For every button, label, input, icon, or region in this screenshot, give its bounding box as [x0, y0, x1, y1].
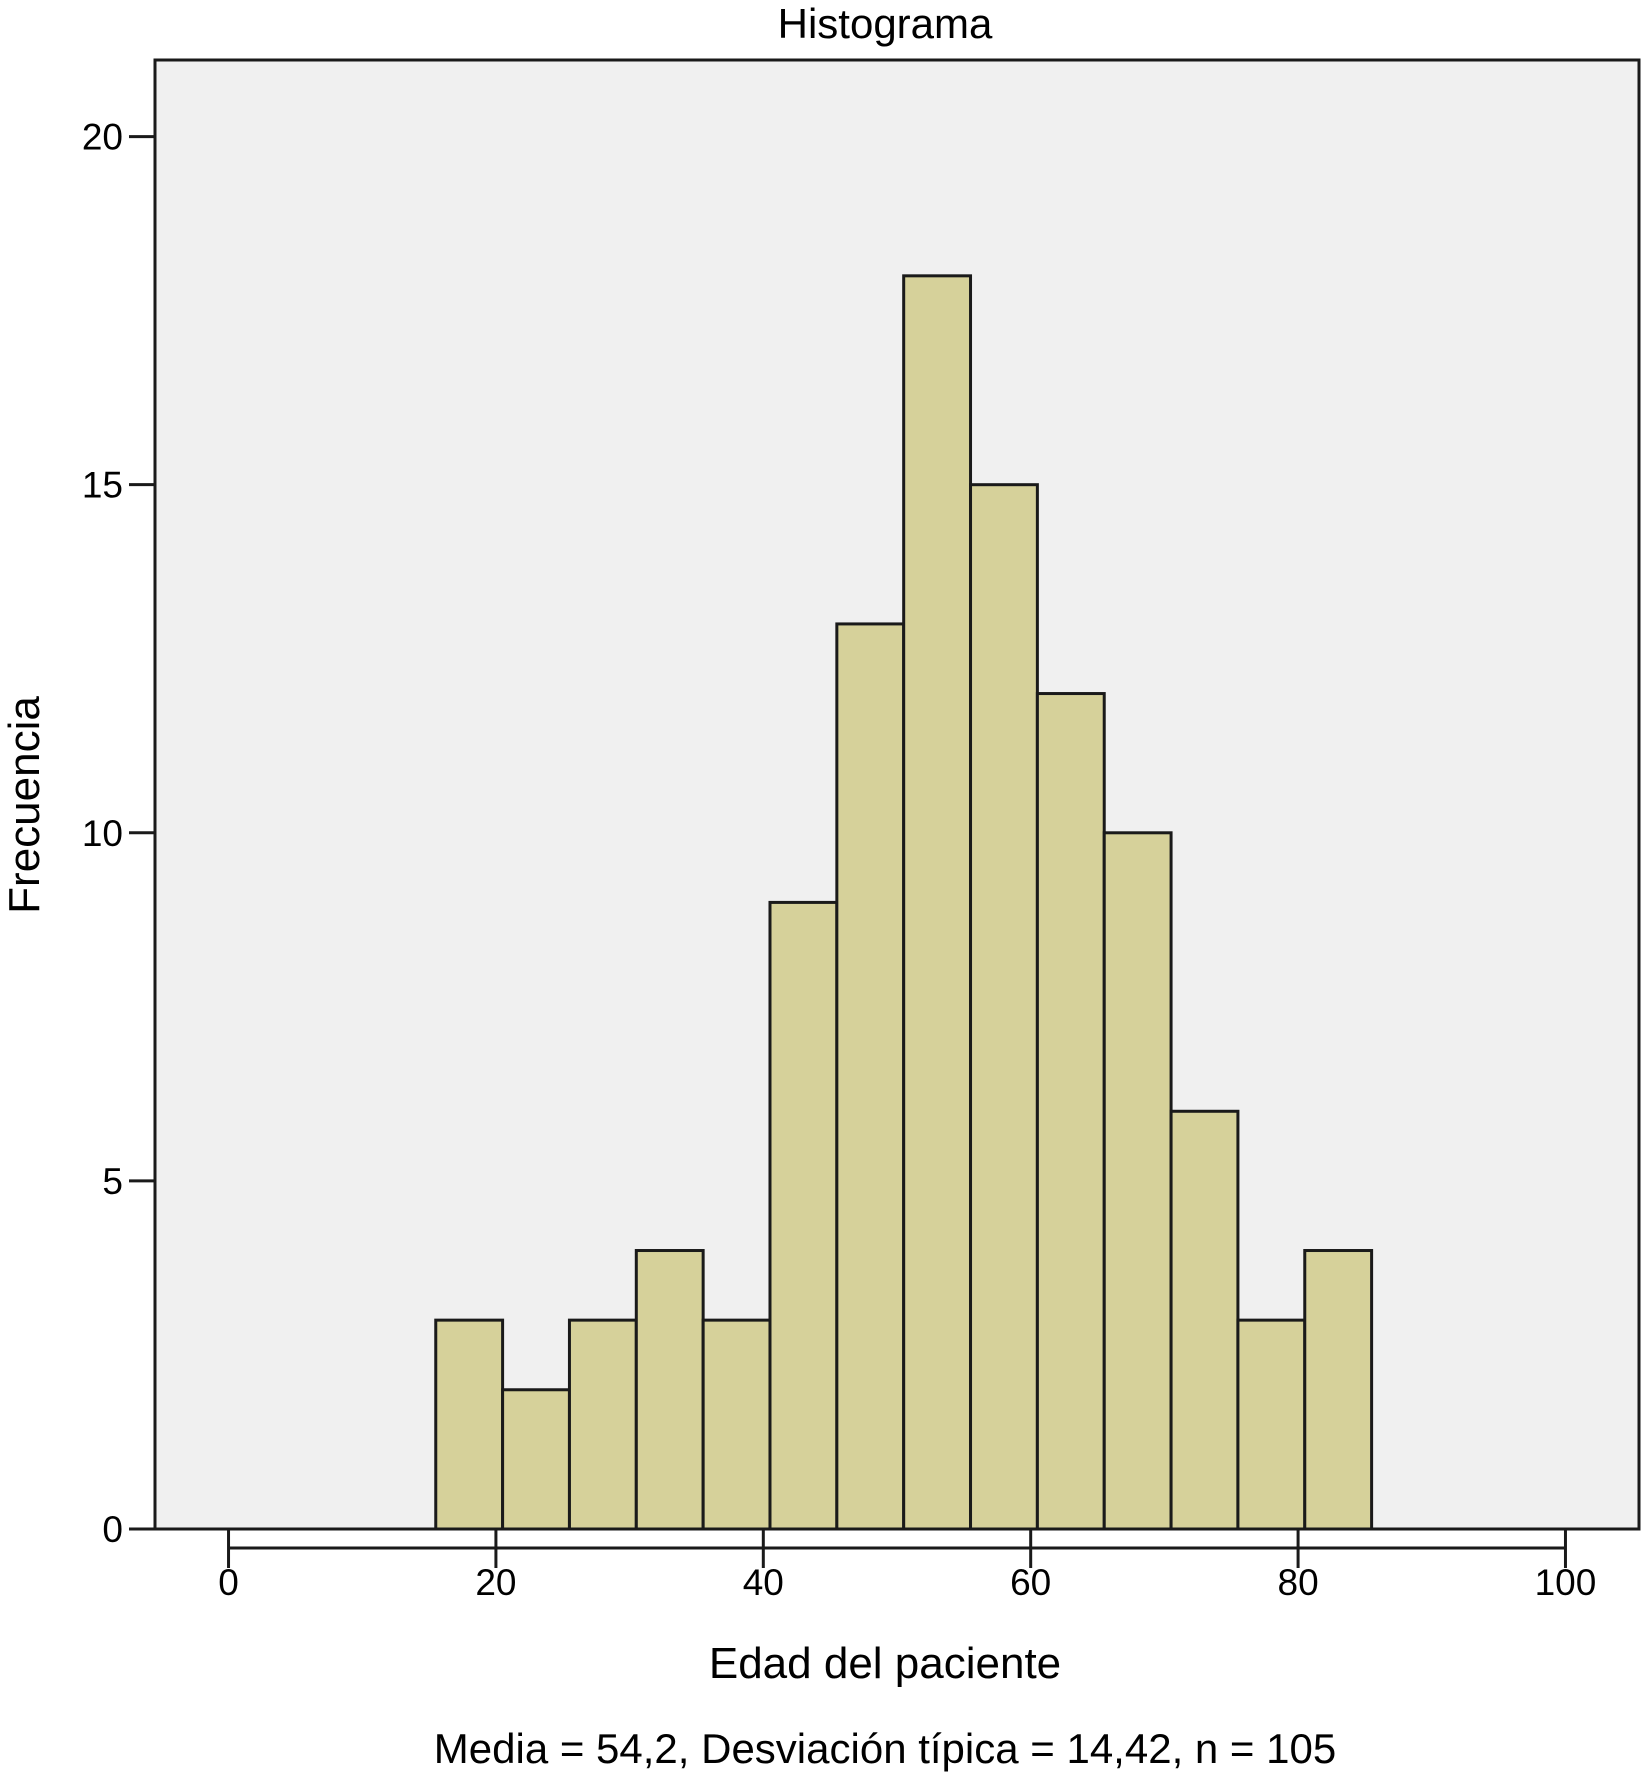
histogram-bar: [1236, 1318, 1307, 1531]
histogram-bar: [434, 1318, 505, 1531]
y-tick-label: 0: [102, 1509, 123, 1550]
y-tick-label: 5: [102, 1161, 123, 1202]
x-tick-label: 100: [1535, 1562, 1597, 1603]
histogram-bar: [969, 483, 1039, 1531]
x-axis-title: Edad del paciente: [709, 1639, 1061, 1688]
histogram-bar: [768, 900, 839, 1531]
y-axis: 0 5 10 15 20: [82, 117, 155, 1550]
y-tick-label: 10: [82, 813, 123, 854]
histogram-bar: [902, 274, 973, 1531]
bar-group: [434, 274, 1374, 1531]
histogram-bar: [501, 1388, 571, 1531]
histogram-bar: [1035, 692, 1106, 1531]
chart-title: Histograma: [778, 0, 993, 47]
y-tick-label: 15: [82, 465, 123, 506]
y-tick-label: 20: [82, 117, 123, 158]
x-tick-label: 60: [1010, 1562, 1051, 1603]
histogram-bar: [567, 1318, 638, 1531]
x-tick-label: 80: [1278, 1562, 1319, 1603]
histogram-bar: [1169, 1109, 1240, 1531]
histogram-bar: [1102, 831, 1173, 1531]
x-axis: 0 20 40 60 80 100: [218, 1528, 1596, 1603]
x-tick-label: 0: [218, 1562, 239, 1603]
stats-caption: Media = 54,2, Desviación típica = 14,42,…: [434, 1725, 1336, 1772]
histogram-bar: [835, 622, 906, 1531]
x-tick-label: 20: [475, 1562, 516, 1603]
histogram-bar: [1303, 1249, 1374, 1531]
histogram-bar: [701, 1318, 772, 1531]
histogram-bar: [634, 1249, 705, 1531]
x-tick-label: 40: [743, 1562, 784, 1603]
y-axis-title: Frecuencia: [0, 696, 49, 914]
